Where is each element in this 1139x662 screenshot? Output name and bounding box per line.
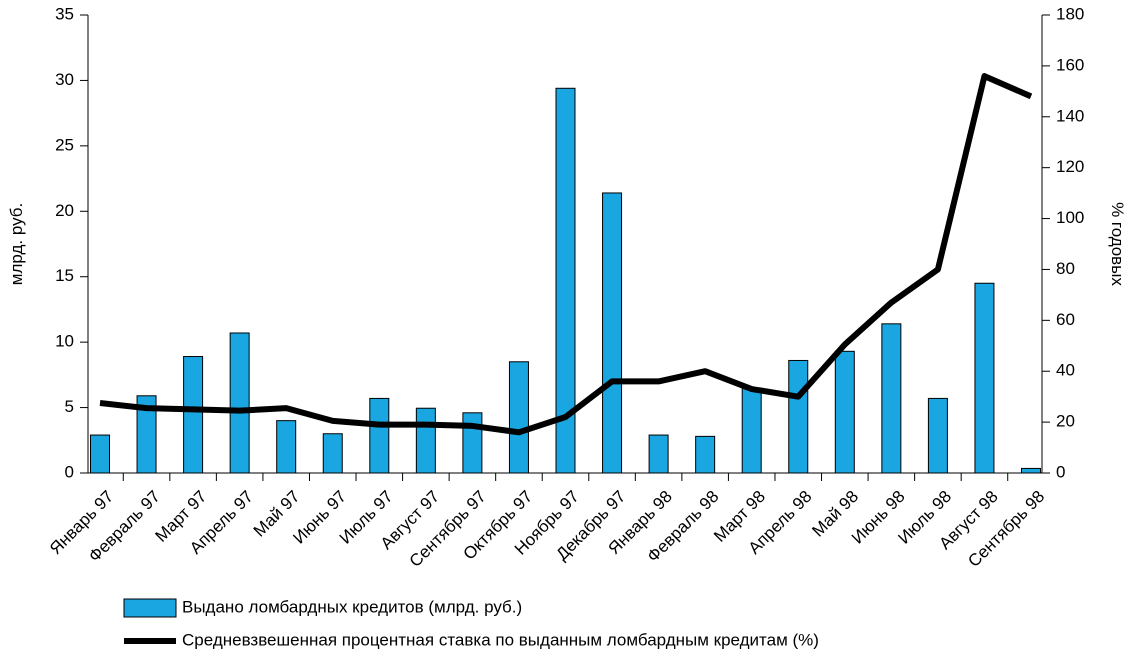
bar bbox=[648, 434, 669, 474]
bar bbox=[90, 434, 110, 474]
y2-tick-label: 20 bbox=[1056, 412, 1075, 431]
bar bbox=[695, 435, 716, 474]
legend-swatch bbox=[123, 598, 177, 618]
bar bbox=[555, 87, 576, 474]
y2-tick-label: 160 bbox=[1056, 55, 1084, 74]
bar bbox=[415, 407, 436, 474]
line bbox=[99, 73, 1033, 436]
y-tick-label: 15 bbox=[55, 266, 74, 285]
bar bbox=[881, 323, 902, 474]
bar bbox=[462, 412, 483, 474]
y-tick-label: 5 bbox=[65, 397, 74, 416]
y-tick-label: 35 bbox=[55, 4, 74, 23]
y-tick-label: 0 bbox=[65, 462, 74, 481]
y-tick-label: 10 bbox=[55, 332, 74, 351]
legend-label: Выдано ломбардных кредитов (млрд. руб.) bbox=[182, 597, 522, 616]
y2-axis-label: % годовых bbox=[1108, 202, 1127, 286]
bar bbox=[974, 282, 995, 474]
bar bbox=[508, 361, 529, 474]
y-axis-label: млрд. руб. bbox=[7, 203, 26, 285]
bar bbox=[1021, 467, 1041, 474]
y-tick-label: 25 bbox=[55, 135, 74, 154]
bar bbox=[927, 397, 948, 474]
y2-tick-label: 80 bbox=[1056, 259, 1075, 278]
bar bbox=[276, 420, 297, 474]
bar bbox=[788, 359, 809, 474]
y2-tick-label: 180 bbox=[1056, 4, 1084, 23]
bar bbox=[369, 397, 390, 474]
y2-tick-label: 100 bbox=[1056, 208, 1084, 227]
legend-label: Средневзвешенная процентная ставка по вы… bbox=[182, 630, 819, 649]
y2-tick-label: 60 bbox=[1056, 310, 1075, 329]
y2-tick-label: 40 bbox=[1056, 361, 1075, 380]
bar bbox=[322, 433, 343, 474]
y2-tick-label: 120 bbox=[1056, 157, 1084, 176]
bar bbox=[229, 332, 250, 474]
bar bbox=[136, 395, 157, 474]
y-tick-label: 20 bbox=[55, 201, 74, 220]
y2-tick-label: 140 bbox=[1056, 106, 1084, 125]
bar bbox=[834, 350, 855, 474]
bar bbox=[183, 356, 204, 474]
y2-tick-label: 0 bbox=[1056, 462, 1065, 481]
bar bbox=[602, 192, 623, 474]
y-tick-label: 30 bbox=[55, 70, 74, 89]
bar bbox=[741, 387, 762, 474]
